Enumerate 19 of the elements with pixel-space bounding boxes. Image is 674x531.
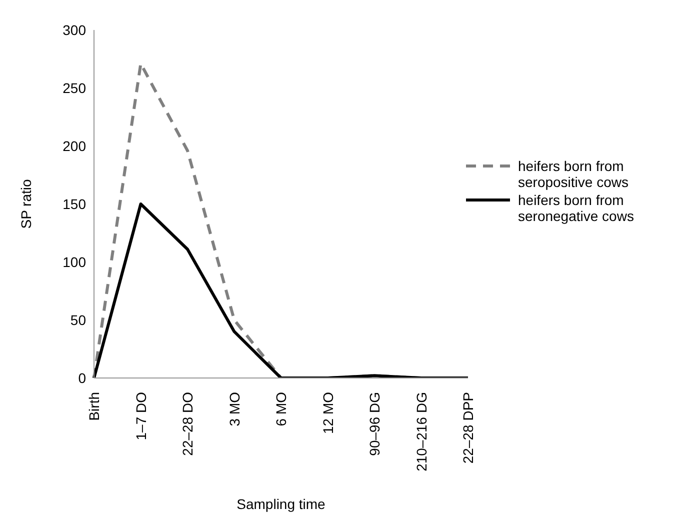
y-tick-label: 200: [62, 138, 86, 154]
x-tick-label: 6 MO: [273, 392, 289, 426]
x-axis-title: Sampling time: [236, 496, 326, 512]
y-tick-label: 100: [62, 254, 86, 270]
x-tick-label: 210–216 DG: [413, 392, 430, 472]
x-tick-label: 22–28 DO: [180, 392, 196, 456]
x-tick-label: Birth: [86, 392, 102, 421]
x-tick-label: 90–96 DG: [366, 392, 382, 456]
y-axis-title: SP ratio: [18, 179, 34, 229]
x-tick-label: 3 MO: [226, 392, 242, 426]
y-tick-label: 50: [70, 312, 86, 328]
x-tick-label: 1–7 DO: [132, 392, 149, 440]
x-tick-label: 22–28 DPP: [460, 392, 476, 464]
y-tick-label: 300: [62, 22, 86, 38]
x-tick-label: 12 MO: [320, 392, 336, 434]
y-tick-label: 250: [62, 80, 86, 96]
legend-label: heifers born from seronegative cows: [518, 192, 635, 224]
y-tick-label: 150: [62, 196, 86, 212]
y-tick-label: 0: [78, 370, 86, 386]
